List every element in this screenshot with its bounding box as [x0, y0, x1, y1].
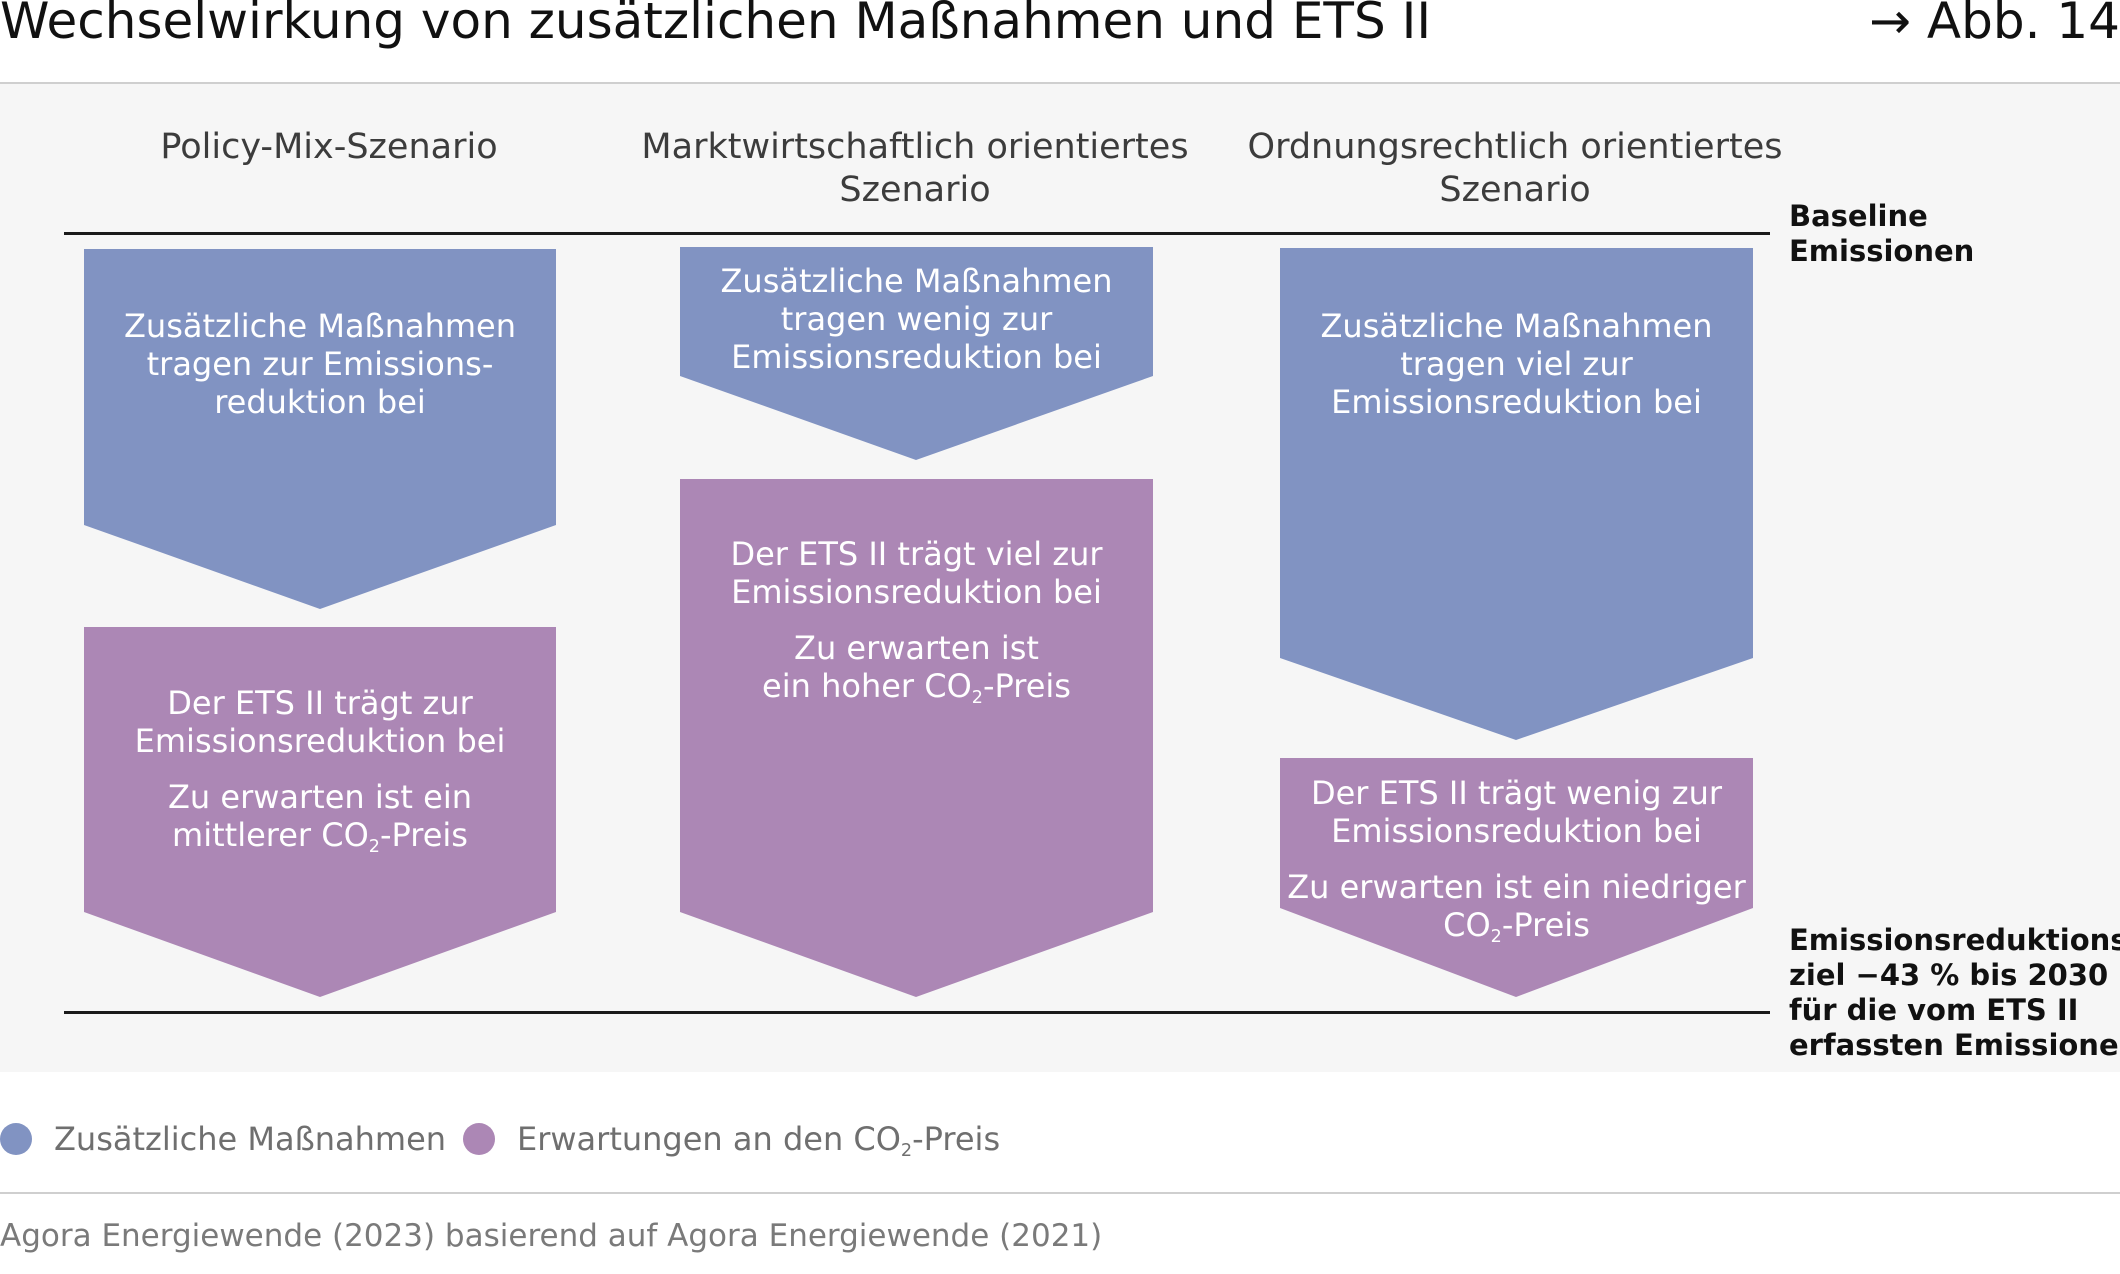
text-line: -Preis — [1501, 906, 1590, 944]
ets-contribution: Der ETS II trägt wenig zur Emissionsredu… — [1280, 774, 1753, 850]
column-heading-line: Ordnungsrechtlich orientiertes — [1247, 127, 1783, 167]
legend-item-measures: Zusätzliche Maßnahmen — [0, 1114, 446, 1164]
text-line: Emissionsreduktion bei — [1331, 383, 1702, 421]
text-line: reduktion bei — [214, 383, 426, 421]
text-line: Zusätzliche Maßnahmen — [720, 262, 1113, 300]
column-heading-line: Szenario — [839, 170, 991, 210]
subscript: 2 — [1490, 927, 1502, 948]
target-label-line: ziel −43 % bis 2030 — [1789, 958, 2109, 992]
co2-text-regulatory: Der ETS II trägt wenig zur Emissionsredu… — [1280, 774, 1753, 948]
co2-text-policy-mix: Der ETS II trägt zur Emissionsreduktion … — [84, 684, 556, 858]
header-divider — [0, 82, 2120, 84]
text-line: Zusätzliche Maßnahmen — [123, 307, 517, 345]
text-line: -Preis — [379, 816, 468, 854]
ets-contribution: Der ETS II trägt zur Emissionsreduktion … — [84, 684, 556, 760]
co2-chevron-market — [680, 479, 1153, 997]
measures-chevron-regulatory — [1280, 248, 1753, 740]
baseline-emissions-line — [64, 232, 1770, 235]
baseline-emissions-label: Baseline Emissionen — [1789, 199, 1974, 269]
co2-price-expectation: Zu erwarten ist ein mittlerer CO2-Preis — [84, 778, 556, 858]
text-line: tragen viel zur — [1400, 345, 1633, 383]
text-line: Emissionsreduktion bei — [731, 573, 1102, 611]
target-label-line: Emissionsreduktions- — [1789, 923, 2120, 957]
column-heading-line: Policy-Mix-Szenario — [160, 127, 498, 167]
subscript: 2 — [368, 837, 380, 858]
text-line: Der ETS II trägt wenig zur — [1310, 774, 1723, 812]
text-line: ein hoher CO — [762, 667, 972, 705]
text-line: CO — [1443, 906, 1491, 944]
baseline-label-line: Emissionen — [1789, 234, 1975, 268]
measures-text-market: Zusätzliche Maßnahmen tragen wenig zur E… — [680, 262, 1153, 376]
subscript: 2 — [900, 1141, 913, 1162]
source-note: Agora Energiewende (2023) basierend auf … — [0, 1218, 1103, 1254]
subscript: 2 — [971, 688, 983, 709]
measures-chevron-policy-mix — [84, 249, 556, 609]
column-heading-line: Marktwirtschaftlich orientiertes — [641, 127, 1189, 167]
column-heading-policy-mix: Policy-Mix-Szenario — [84, 126, 574, 169]
co2-price-expectation: Zu erwarten ist ein hoher CO2-Preis — [680, 629, 1153, 709]
legend-label-measures: Zusätzliche Maßnahmen — [54, 1120, 447, 1158]
co2-chevron-regulatory — [1280, 758, 1753, 997]
text-line: Der ETS II trägt zur — [167, 684, 473, 722]
text-line: mittlerer CO — [172, 816, 369, 854]
figure-title: Wechselwirkung von zusätzlichen Maßnahme… — [0, 0, 1432, 50]
legend-label-part: -Preis — [912, 1120, 1001, 1158]
text-line: Zu erwarten ist ein niedriger — [1287, 868, 1746, 906]
co2-price-expectation: Zu erwarten ist ein niedriger CO2-Preis — [1280, 868, 1753, 948]
legend-swatch-measures — [0, 1123, 32, 1155]
legend-label-part: Erwartungen an den CO — [517, 1120, 901, 1158]
text-line: Zusätzliche Maßnahmen — [1320, 307, 1713, 345]
measures-text-regulatory: Zusätzliche Maßnahmen tragen viel zur Em… — [1280, 307, 1753, 421]
reduction-target-line — [64, 1011, 1770, 1014]
co2-chevron-policy-mix — [84, 627, 556, 997]
legend-item-co2: Erwartungen an den CO2-Preis — [463, 1114, 1000, 1164]
measures-text-policy-mix: Zusätzliche Maßnahmen tragen zur Emissio… — [84, 307, 556, 421]
text-line: Zu erwarten ist ein — [168, 778, 472, 816]
co2-text-market: Der ETS II trägt viel zur Emissionsreduk… — [680, 535, 1153, 709]
figure-reference: → Abb. 14 — [1869, 0, 2120, 50]
text-line: tragen wenig zur — [780, 300, 1053, 338]
legend-swatch-co2 — [463, 1123, 495, 1155]
baseline-label-line: Baseline — [1789, 199, 1928, 233]
footer-divider — [0, 1192, 2120, 1194]
text-line: Emissionsreduktion bei — [134, 722, 506, 760]
reduction-target-label: Emissionsreduktions- ziel −43 % bis 2030… — [1789, 923, 2120, 1063]
column-heading-market: Marktwirtschaftlich orientiertes Szenari… — [630, 126, 1200, 212]
column-heading-line: Szenario — [1439, 170, 1591, 210]
text-line: tragen zur Emissions- — [146, 345, 494, 383]
target-label-line: für die vom ETS II — [1789, 993, 2079, 1027]
legend-label-co2: Erwartungen an den CO2-Preis — [517, 1120, 1001, 1162]
column-heading-regulatory: Ordnungsrechtlich orientiertes Szenario — [1240, 126, 1790, 212]
ets-contribution: Der ETS II trägt viel zur Emissionsreduk… — [680, 535, 1153, 611]
text-line: Der ETS II trägt viel zur — [730, 535, 1103, 573]
text-line: Zu erwarten ist — [794, 629, 1039, 667]
text-line: Emissionsreduktion bei — [731, 338, 1102, 376]
text-line: -Preis — [982, 667, 1071, 705]
measures-chevron-market — [680, 247, 1153, 460]
target-label-line: erfassten Emissionen — [1789, 1028, 2120, 1062]
text-line: Emissionsreduktion bei — [1331, 812, 1702, 850]
